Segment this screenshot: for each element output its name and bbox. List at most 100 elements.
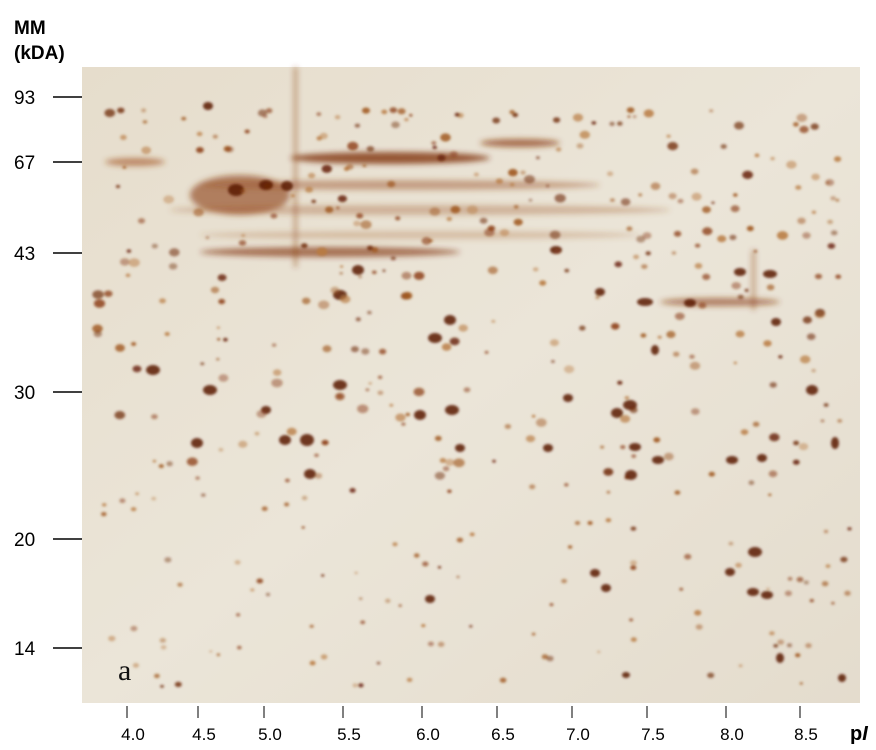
spot: [469, 532, 475, 537]
spot: [512, 112, 519, 118]
spot: [163, 195, 175, 204]
gel-image: [82, 67, 860, 703]
spot: [795, 185, 802, 190]
spot: [531, 632, 536, 636]
spot: [115, 344, 125, 352]
spot: [142, 120, 148, 124]
spot: [796, 113, 808, 122]
spot: [201, 493, 206, 497]
spot: [525, 435, 536, 443]
spot: [742, 170, 753, 179]
spot: [684, 299, 696, 307]
spot: [786, 643, 793, 648]
spot: [445, 405, 459, 415]
spot: [591, 121, 597, 125]
spot: [630, 565, 637, 570]
spot: [371, 270, 377, 275]
spot: [279, 435, 291, 445]
spot: [217, 338, 221, 341]
x-tick-label: 6.0: [416, 725, 440, 744]
spot: [346, 163, 354, 170]
spot: [366, 146, 375, 152]
spot: [520, 170, 526, 175]
spot: [595, 295, 600, 300]
spot: [633, 254, 640, 260]
spot: [847, 527, 852, 531]
spot: [349, 488, 356, 493]
spot: [778, 355, 783, 359]
spot: [205, 236, 210, 239]
spot: [244, 129, 250, 134]
spot: [389, 107, 398, 113]
spot: [335, 392, 345, 401]
spot: [748, 480, 755, 486]
spot: [421, 237, 432, 245]
spot: [524, 175, 535, 184]
spot: [671, 251, 677, 255]
x-tick-label: 8.0: [720, 725, 744, 744]
spot: [125, 273, 131, 278]
spot: [799, 125, 809, 134]
spot: [663, 452, 674, 461]
spot: [657, 335, 662, 339]
spot: [401, 422, 406, 426]
spot: [702, 206, 711, 214]
spot: [301, 297, 311, 305]
spot: [651, 345, 659, 355]
spot: [92, 290, 104, 299]
spot: [234, 560, 241, 565]
spot: [434, 471, 445, 480]
spot: [354, 571, 358, 575]
spot: [622, 672, 630, 678]
spot: [674, 312, 685, 320]
spot: [434, 435, 442, 441]
spot: [196, 131, 203, 137]
spot: [532, 267, 539, 272]
spot: [827, 219, 833, 225]
spot: [160, 645, 167, 650]
spot: [368, 382, 373, 385]
spot: [238, 440, 248, 448]
spot: [367, 245, 374, 251]
spot: [746, 225, 754, 232]
spot: [431, 141, 437, 145]
spot: [195, 476, 200, 480]
spot: [93, 330, 103, 338]
x-tick-label: 4.5: [192, 725, 216, 744]
spot: [567, 545, 573, 549]
spot: [792, 459, 800, 465]
spot: [492, 459, 496, 463]
spot: [629, 618, 634, 622]
spot: [389, 403, 394, 407]
spot: [564, 483, 569, 487]
spot: [691, 408, 700, 415]
spot: [553, 117, 561, 123]
spot: [358, 597, 363, 600]
spot: [337, 195, 347, 203]
spot: [776, 231, 789, 240]
spot: [730, 205, 740, 213]
spot: [626, 226, 633, 231]
spot: [437, 566, 442, 569]
spot: [104, 108, 116, 118]
spot: [273, 369, 282, 376]
spot: [731, 282, 741, 290]
spot: [784, 590, 792, 596]
spot: [409, 114, 413, 117]
spot: [395, 413, 406, 422]
spot: [358, 275, 362, 279]
spot: [265, 592, 271, 597]
spot: [800, 355, 811, 364]
spot: [595, 288, 605, 296]
spot: [132, 663, 139, 668]
spot: [301, 495, 308, 501]
spot: [392, 542, 398, 547]
spot: [135, 492, 140, 496]
spot: [711, 201, 715, 204]
spot: [726, 456, 738, 464]
spot: [652, 456, 664, 464]
spot: [825, 179, 835, 186]
spot: [256, 578, 264, 584]
spot: [777, 639, 785, 645]
